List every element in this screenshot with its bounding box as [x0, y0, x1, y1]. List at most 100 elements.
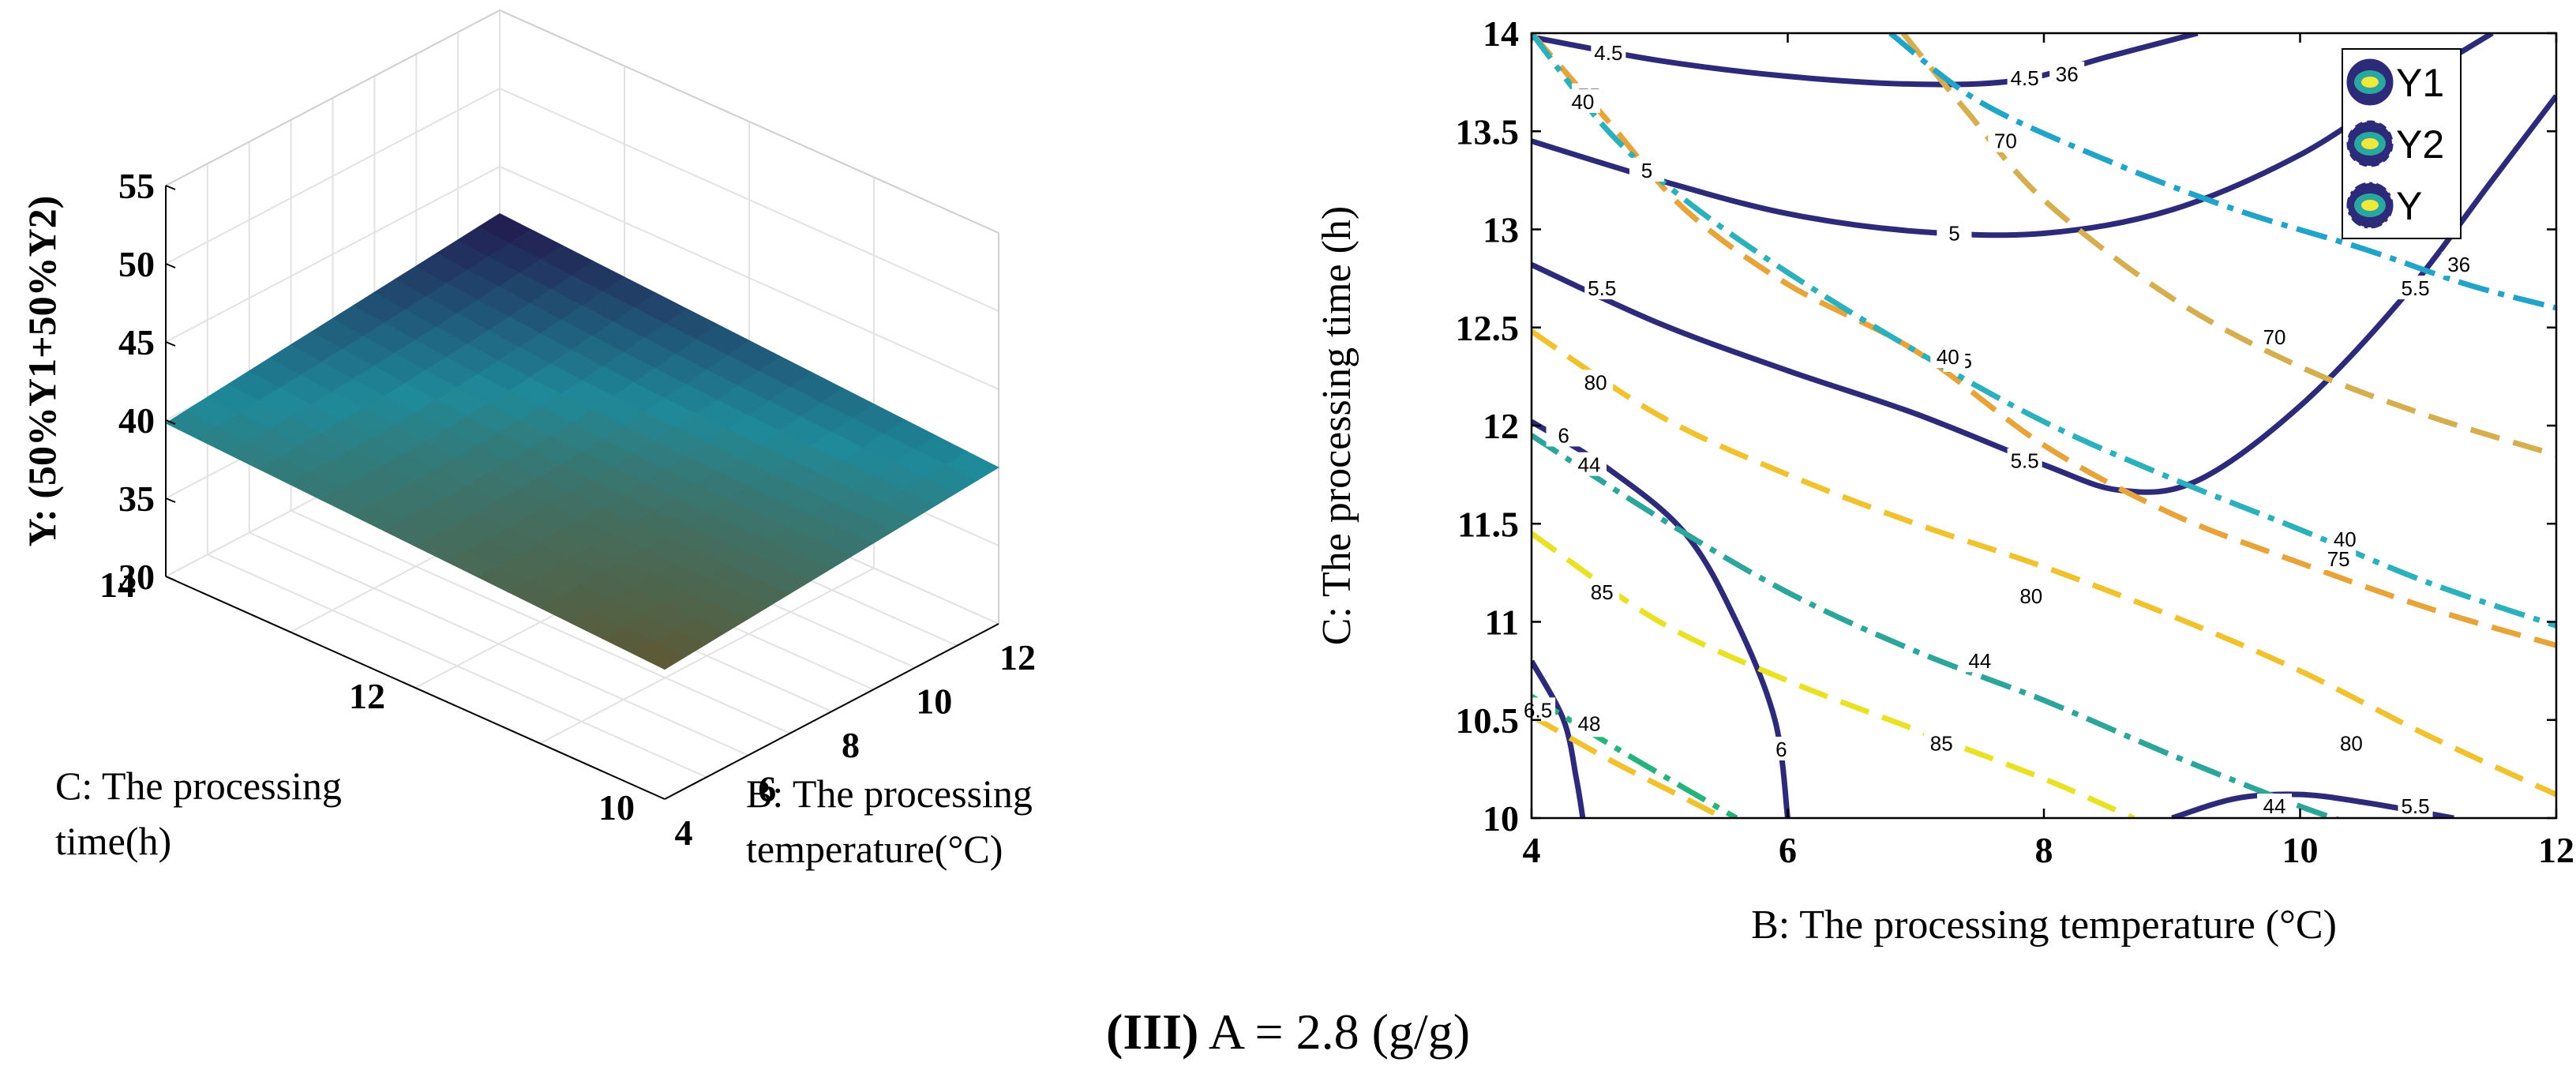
contour-label-bg [2441, 252, 2477, 276]
surface-y-label-line1: C: The processing [55, 764, 342, 808]
legend-swatch-inner [2361, 138, 2379, 149]
c-tick-label: 14 [99, 565, 136, 605]
contour-label-bg [1937, 220, 1972, 245]
contour-label: 5.5 [2011, 449, 2039, 473]
contour-label: 85 [1930, 732, 1953, 756]
y-tick-label: 11.5 [1457, 504, 1519, 544]
contour-y2-80 [1532, 328, 2556, 798]
contour-label-bg [1565, 88, 1600, 113]
x-tick-label: 4 [1523, 830, 1541, 870]
surface-x-label-line2: temperature(°C) [746, 827, 1003, 871]
b-tick-label: 4 [675, 813, 693, 853]
c-tick-label: 12 [349, 676, 385, 716]
contour-y2-90 [1532, 713, 1725, 818]
contour-label: 6 [1558, 423, 1569, 447]
contour-label-bg [2049, 62, 2085, 86]
contour-label: 48 [1578, 712, 1601, 736]
contour-label: 6.5 [1524, 698, 1552, 722]
legend-label: Y [2396, 184, 2422, 228]
contour-label-bg [1764, 737, 1799, 761]
y-tick-label: 12.5 [1456, 308, 1520, 348]
contour-label: 4.5 [2011, 66, 2039, 90]
contour-label-bg [2398, 276, 2433, 300]
surface-patch [946, 451, 999, 481]
z-tick-label: 55 [118, 166, 155, 206]
contour-y1-5.5 [1532, 94, 2556, 495]
contour-label: 40 [2334, 527, 2357, 551]
surface-tick-labels: 30 35 40 45 50 55 10 12 14 4 6 8 10 12 [99, 166, 1036, 853]
y-tick-label: 12 [1483, 406, 1519, 446]
legend-swatch-inner [2361, 200, 2379, 211]
contour-label-bg [1930, 344, 1966, 369]
surface-plot: 30 35 40 45 50 55 10 12 14 4 6 8 10 12 Y: (50%Y1+50%Y… [20, 9, 1036, 871]
contour-label-bg [1584, 580, 1620, 604]
contour-label-bg [1629, 157, 1665, 182]
z-tick-label: 50 [118, 244, 155, 284]
grid-line [291, 509, 791, 734]
contour-label-bg [1572, 711, 1607, 735]
legend-label: Y2 [2396, 122, 2444, 167]
x-tick-label: 12 [2538, 830, 2574, 870]
b-tick-label: 6 [758, 769, 776, 809]
y-tick-label: 10 [1483, 798, 1519, 839]
contour-label-bg [2007, 448, 2042, 472]
surface-axes [165, 185, 999, 800]
z-tick-label: 40 [118, 400, 155, 441]
b-tick-label: 12 [999, 637, 1036, 678]
contour-y-36 [1888, 33, 2556, 311]
contour-label: 36 [2447, 253, 2470, 276]
contour-label: 44 [1578, 453, 1601, 477]
contour-label: 80 [2019, 584, 2042, 608]
contour-label: 85 [1591, 580, 1614, 604]
x-tick-label: 10 [2282, 830, 2319, 870]
contour-y2-70 [1900, 33, 2556, 458]
contour-label-bg [1584, 276, 1620, 300]
grid-line [539, 567, 875, 745]
contour-label-bg [1591, 39, 1626, 64]
caption-roman-numeral: (III) [1106, 1004, 1199, 1060]
z-tick [165, 263, 176, 268]
z-tick-label: 35 [118, 479, 155, 519]
z-tick [165, 185, 176, 190]
b-tick-label: 8 [842, 725, 860, 765]
c-tick-label: 10 [598, 787, 635, 828]
contour-label-bg [2257, 325, 2293, 349]
contour-label-bg [1520, 697, 1556, 722]
surface-z-label: Y: (50%Y1+50%Y2) [20, 196, 64, 547]
y-tick-label: 14 [1483, 13, 1519, 54]
c-axis [165, 576, 666, 800]
contour-label: 70 [2263, 325, 2286, 349]
y-tick-label: 11 [1485, 602, 1519, 643]
contour-label-bg [2257, 794, 2293, 818]
contour-y-48 [1532, 693, 1738, 818]
x-tick-label: 8 [2035, 830, 2053, 870]
contour-label: 5.5 [2401, 794, 2429, 818]
grid-line [207, 554, 707, 779]
contour-label-bg [1924, 730, 1959, 755]
contour-label: 4.5 [1594, 41, 1622, 65]
contour-label: 36 [2056, 62, 2079, 86]
surface-y-label-line2: time(h) [55, 819, 171, 863]
y-tick-label: 10.5 [1456, 700, 1520, 741]
contour-label-bg [2007, 66, 2042, 90]
contour-label-bg [1962, 648, 1997, 673]
y-tick-label: 13.5 [1456, 111, 1520, 152]
contour-label-bg [1572, 452, 1607, 476]
contour-label: 40 [1571, 90, 1594, 114]
surface-mesh [165, 212, 999, 670]
contour-y1-4.5 [1532, 33, 2199, 88]
z-tick-label: 45 [118, 322, 155, 362]
contour-y-44 [1532, 433, 2342, 818]
contour-y1-6.5 [1532, 659, 1586, 818]
contour-tick-labels: 4 6 8 10 12 10 10.5 11 11.5 12 12.5 13 13.5 14 [1456, 13, 2575, 870]
b-axis [664, 623, 999, 800]
contour-x-label: B: The processing temperature (°C) [1751, 903, 2337, 948]
z-tick [165, 497, 176, 503]
figure-caption: (III) A = 2.8 (g/g) [0, 1003, 2576, 1061]
contour-label: 40 [1937, 345, 1959, 369]
contour-label: 44 [2263, 794, 2286, 818]
legend-swatch-inner [2361, 77, 2379, 88]
z-tick [165, 341, 176, 347]
b-tick-label: 10 [916, 681, 952, 722]
contour-label: 5 [1641, 159, 1652, 182]
